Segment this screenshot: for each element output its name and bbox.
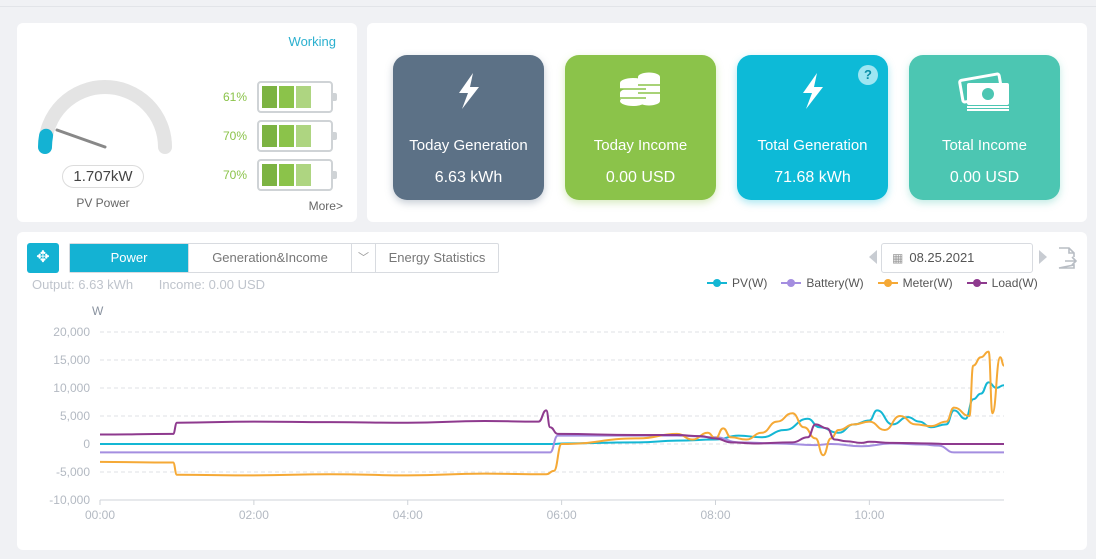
date-picker[interactable]: ▦ 08.25.2021 [881, 243, 1033, 273]
x-tick-label: 06:00 [547, 508, 577, 522]
x-tick-label: 02:00 [239, 508, 269, 522]
chart-tabs: Power Generation&Income ﹀ Energy Statist… [69, 243, 499, 273]
y-tick-label: 5,000 [60, 409, 90, 423]
legend-marker [781, 279, 802, 287]
legend-item[interactable]: Battery(W) [781, 276, 864, 290]
x-tick-label: 10:00 [854, 508, 884, 522]
series-line [100, 381, 1005, 446]
x-tick-label: 04:00 [393, 508, 423, 522]
series-line [99, 350, 1005, 477]
lightning-icon [459, 73, 479, 109]
legend-item[interactable]: PV(W) [707, 276, 767, 290]
legend-marker [877, 279, 898, 287]
gauge-fill [38, 128, 54, 154]
more-link[interactable]: More> [308, 199, 343, 213]
legend-marker [966, 279, 987, 287]
legend-marker [707, 279, 727, 287]
card-title: Today Income [593, 137, 688, 154]
tab-generation-income[interactable]: Generation&Income [189, 244, 352, 272]
battery-percent: 70% [222, 129, 247, 143]
summary-income: Income: 0.00 USD [158, 277, 266, 292]
legend-label: Load(W) [991, 276, 1038, 290]
summary-output: Output: 6.63 kWh [32, 277, 134, 292]
chevron-down-icon[interactable]: ﹀ [352, 244, 376, 272]
pv-power-gauge [38, 80, 172, 154]
total-income-card: Total Income 0.00 USD [909, 55, 1060, 200]
calendar-icon: ▦ [892, 251, 904, 265]
chart-legend: PV(W) Battery(W) Meter(W) Load(W) [707, 276, 1038, 290]
legend-item[interactable]: Load(W) [966, 276, 1038, 290]
tab-power[interactable]: Power [70, 244, 189, 272]
battery-icon [257, 81, 337, 113]
top-divider [0, 6, 1096, 7]
total-generation-card: ? Total Generation 71.68 kWh [737, 55, 888, 200]
date-next-icon[interactable] [1039, 250, 1047, 264]
pv-power-value: 1.707kW [62, 165, 144, 188]
card-value: 6.63 kWh [434, 169, 503, 186]
export-icon[interactable] [1057, 246, 1077, 270]
summary-cards-panel: Today Generation 6.63 kWh Today Income 0… [367, 23, 1087, 222]
series-line [99, 409, 1004, 445]
gauge-needle [55, 128, 107, 149]
pv-status-panel: Working 1.707kW PV Power 61% 70% 70% Mor… [17, 23, 357, 222]
legend-label: Battery(W) [806, 276, 864, 290]
y-tick-label: 20,000 [53, 325, 90, 339]
lightning-icon [803, 73, 823, 109]
legend-label: PV(W) [732, 276, 768, 290]
coins-icon [620, 72, 660, 106]
card-value: 0.00 USD [949, 169, 1020, 186]
card-value: 0.00 USD [605, 169, 676, 186]
cash-icon [958, 72, 1009, 111]
pv-power-label: PV Power [76, 196, 130, 210]
power-chart-panel: ✥ Power Generation&Income ﹀ Energy Stati… [17, 232, 1087, 550]
card-title: Total Generation [757, 137, 868, 154]
gauge-track [38, 80, 172, 154]
status-label: Working [288, 34, 336, 49]
tab-energy-statistics[interactable]: Energy Statistics [388, 250, 486, 265]
today-generation-card: Today Generation 6.63 kWh [393, 55, 544, 200]
y-tick-label: 0 [83, 437, 90, 451]
card-value: 71.68 kWh [774, 169, 851, 186]
date-prev-icon[interactable] [869, 250, 877, 264]
battery-percent: 61% [222, 90, 247, 104]
y-axis-label: W [92, 304, 104, 318]
date-value: 08.25.2021 [909, 250, 975, 265]
x-tick-label: 00:00 [85, 508, 115, 522]
card-title: Total Income [941, 137, 1028, 154]
y-tick-label: -10,000 [49, 493, 90, 507]
y-tick-label: 15,000 [53, 353, 90, 367]
power-line-chart: W -10,000 -5,000 0 5,000 10,000 15,000 20,000 00… [49, 304, 1005, 522]
y-tick-label: -5,000 [56, 465, 90, 479]
card-title: Today Generation [409, 137, 528, 154]
chart-summary: Output: 6.63 kWh Income: 0.00 USD [32, 277, 287, 292]
legend-item[interactable]: Meter(W) [877, 276, 953, 290]
today-income-card: Today Income 0.00 USD [565, 55, 716, 200]
battery-percent: 70% [222, 168, 247, 182]
y-tick-label: 10,000 [53, 381, 90, 395]
help-icon[interactable]: ? [858, 65, 878, 85]
legend-label: Meter(W) [902, 276, 953, 290]
battery-icon [257, 159, 337, 191]
move-icon[interactable]: ✥ [27, 243, 59, 273]
battery-icon [257, 120, 337, 152]
x-tick-label: 08:00 [700, 508, 730, 522]
